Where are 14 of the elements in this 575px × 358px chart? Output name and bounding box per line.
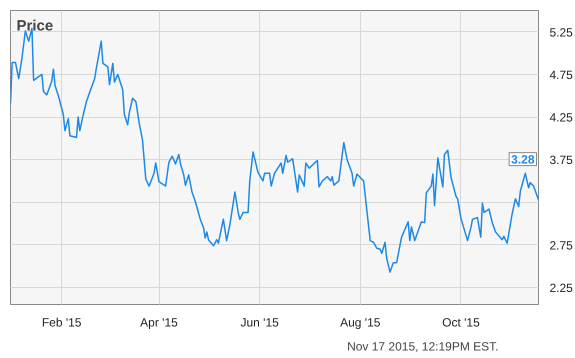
y-tick-label: 2.75: [550, 238, 574, 252]
annotation: 3.28: [511, 152, 535, 167]
y-tick-label: 4.75: [550, 68, 574, 82]
x-tick-label: Oct '15: [442, 316, 480, 330]
x-tick-label: Apr '15: [140, 316, 178, 330]
y-tick-label: 5.25: [550, 25, 574, 40]
y-tick-label: 4.25: [550, 110, 574, 125]
x-tick-label: Aug '15: [340, 316, 381, 330]
y-tick-label: 2.25: [550, 280, 574, 295]
y-tick-label: 3.75: [550, 153, 574, 168]
text: Nov 17 2015, 12:19PM EST.: [347, 340, 499, 354]
text: Price: [16, 18, 54, 34]
x-tick-label: Jun '15: [240, 316, 280, 330]
x-tick-label: Feb '15: [42, 316, 82, 330]
